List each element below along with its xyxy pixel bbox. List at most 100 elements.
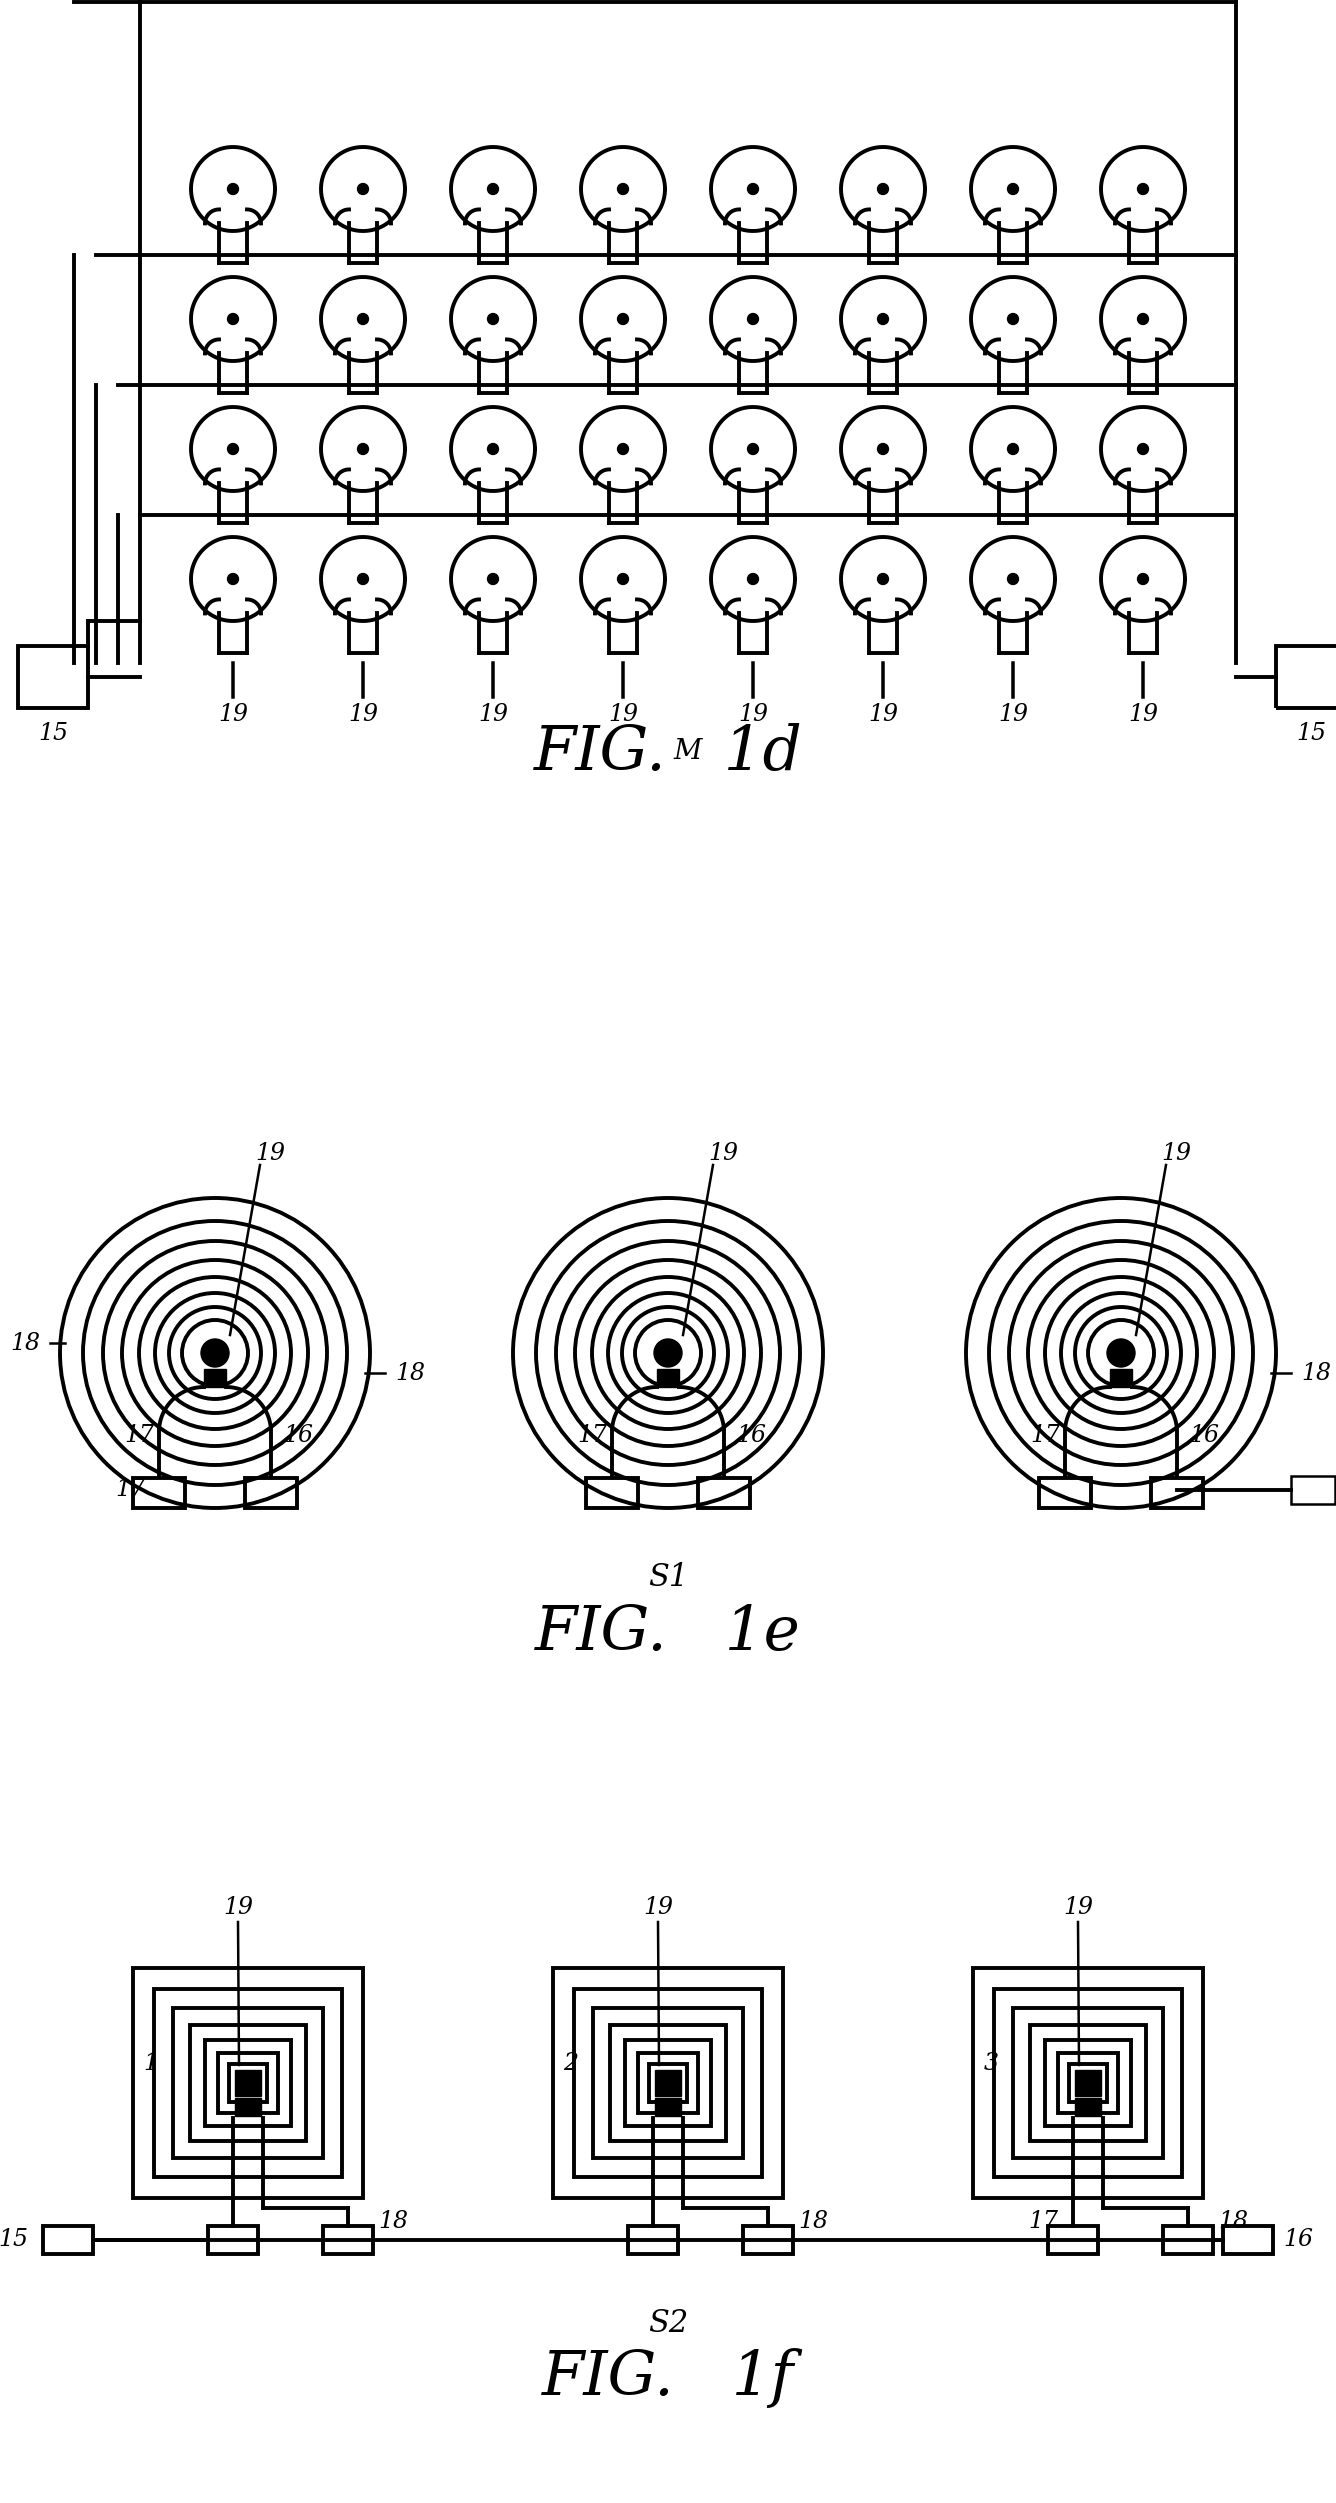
Circle shape <box>748 183 759 195</box>
Text: 16: 16 <box>736 1424 767 1447</box>
Bar <box>17 646 88 708</box>
Bar <box>134 1477 186 1507</box>
Text: 19: 19 <box>223 1897 253 1920</box>
Text: 17: 17 <box>124 1424 155 1447</box>
Text: 17: 17 <box>1027 2210 1058 2233</box>
Circle shape <box>748 573 759 586</box>
Bar <box>323 2225 373 2255</box>
Text: 18: 18 <box>1301 1362 1331 1384</box>
Circle shape <box>358 443 369 456</box>
Bar <box>134 1967 363 2198</box>
Bar <box>244 1477 297 1507</box>
Text: M: M <box>673 738 703 766</box>
Text: S2: S2 <box>648 2308 688 2338</box>
Circle shape <box>878 183 888 195</box>
Bar <box>218 2052 278 2113</box>
Bar <box>553 1967 783 2198</box>
Text: FIG.   1e: FIG. 1e <box>536 1602 800 1662</box>
Text: 19: 19 <box>478 703 508 726</box>
Text: 15: 15 <box>1296 721 1327 746</box>
Bar <box>649 2065 687 2103</box>
Bar <box>190 2025 306 2140</box>
Bar <box>743 2225 794 2255</box>
Text: 19: 19 <box>218 703 248 726</box>
Bar <box>657 1369 679 1387</box>
Bar <box>587 1477 639 1507</box>
Bar <box>639 2052 697 2113</box>
Text: 17: 17 <box>577 1424 608 1447</box>
Bar <box>655 2070 681 2095</box>
Circle shape <box>358 573 369 586</box>
Bar <box>154 1990 342 2178</box>
Circle shape <box>878 443 888 456</box>
Circle shape <box>488 443 498 456</box>
Text: 19: 19 <box>1161 1141 1190 1164</box>
Bar <box>994 1990 1182 2178</box>
Circle shape <box>1137 313 1149 325</box>
Bar <box>1222 2225 1273 2255</box>
Bar <box>1110 1369 1132 1387</box>
Bar <box>235 2098 261 2115</box>
Text: 15: 15 <box>0 2228 28 2253</box>
Bar <box>1276 646 1336 708</box>
Text: 19: 19 <box>998 703 1027 726</box>
Circle shape <box>617 573 628 586</box>
Text: FIG.   1d: FIG. 1d <box>533 723 803 783</box>
Bar <box>1291 1477 1335 1504</box>
Text: 19: 19 <box>1128 703 1158 726</box>
Bar <box>1030 2025 1146 2140</box>
Text: S1: S1 <box>648 1562 688 1594</box>
Text: 19: 19 <box>1063 1897 1093 1920</box>
Circle shape <box>748 443 759 456</box>
Bar <box>228 2065 267 2103</box>
Circle shape <box>358 183 369 195</box>
Circle shape <box>358 313 369 325</box>
Text: 19: 19 <box>255 1141 285 1164</box>
Bar <box>697 1477 749 1507</box>
Circle shape <box>488 313 498 325</box>
Circle shape <box>1007 313 1018 325</box>
Bar <box>655 2098 681 2115</box>
Text: 18: 18 <box>9 1332 40 1354</box>
Bar <box>1045 2040 1132 2125</box>
Circle shape <box>227 313 238 325</box>
Text: 19: 19 <box>868 703 898 726</box>
Text: 18: 18 <box>798 2210 828 2233</box>
Bar <box>204 2040 291 2125</box>
Bar <box>1075 2098 1101 2115</box>
Text: 16: 16 <box>283 1424 314 1447</box>
Text: 18: 18 <box>378 2210 407 2233</box>
Text: 19: 19 <box>643 1897 673 1920</box>
Text: 18: 18 <box>1218 2210 1248 2233</box>
Bar <box>1058 2052 1118 2113</box>
Text: 3: 3 <box>983 2052 998 2075</box>
Bar <box>1164 2225 1213 2255</box>
Bar <box>172 2007 323 2158</box>
Bar <box>628 2225 677 2255</box>
Bar <box>43 2225 94 2255</box>
Circle shape <box>200 1339 228 1367</box>
Circle shape <box>1137 443 1149 456</box>
Circle shape <box>227 443 238 456</box>
Bar <box>611 2025 725 2140</box>
Text: 19: 19 <box>737 703 768 726</box>
Bar <box>574 1990 762 2178</box>
Circle shape <box>1007 183 1018 195</box>
Circle shape <box>488 183 498 195</box>
Bar <box>1150 1477 1202 1507</box>
Circle shape <box>655 1339 681 1367</box>
Circle shape <box>878 573 888 586</box>
Text: 15: 15 <box>37 721 68 746</box>
Bar <box>1013 2007 1164 2158</box>
Circle shape <box>617 313 628 325</box>
Text: 2: 2 <box>564 2052 578 2075</box>
Text: 18: 18 <box>395 1362 425 1384</box>
Text: 17: 17 <box>1030 1424 1061 1447</box>
Bar <box>973 1967 1202 2198</box>
Circle shape <box>1137 183 1149 195</box>
Circle shape <box>1007 443 1018 456</box>
Text: 1: 1 <box>143 2052 159 2075</box>
Text: 16: 16 <box>1189 1424 1220 1447</box>
Bar <box>593 2007 743 2158</box>
Bar <box>625 2040 711 2125</box>
